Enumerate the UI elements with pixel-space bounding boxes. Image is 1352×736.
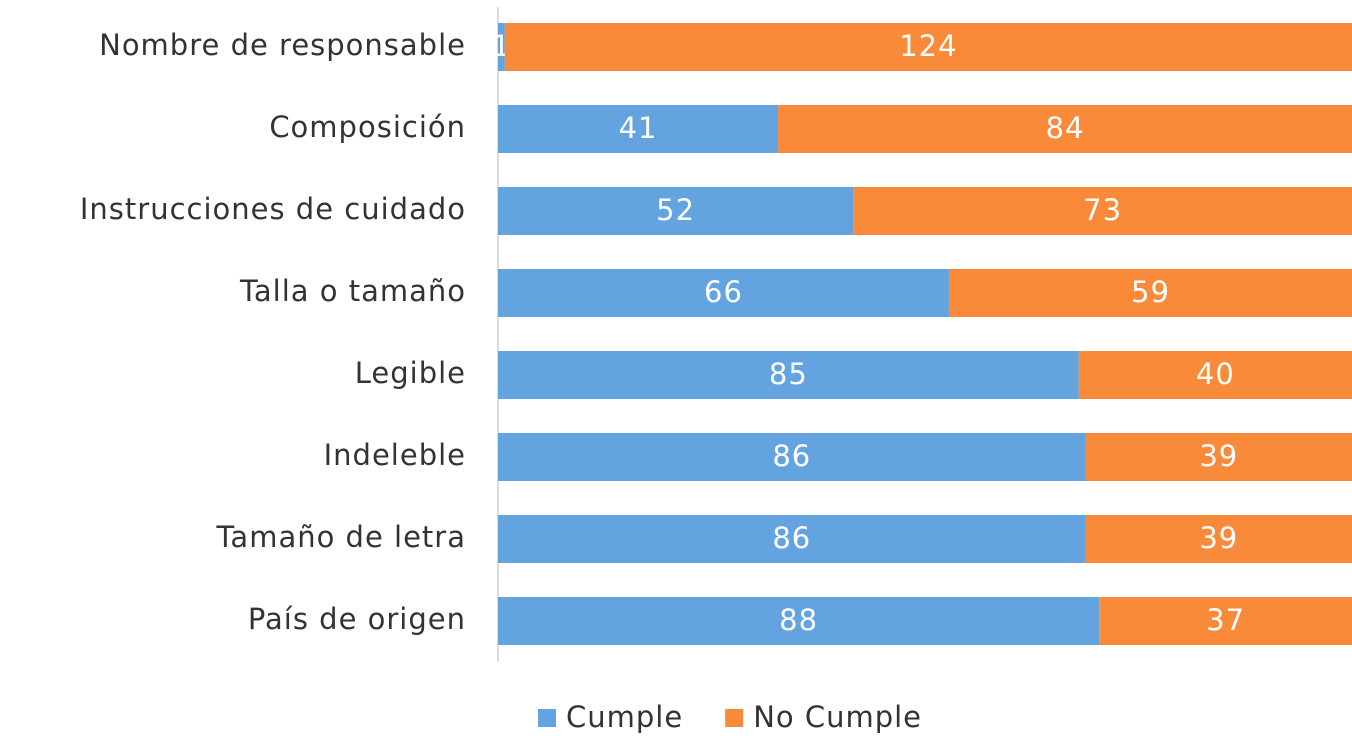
legend-swatch	[538, 709, 556, 727]
legend-label: No Cumple	[753, 700, 922, 734]
bar-segment	[1085, 515, 1352, 563]
legend-label: Cumple	[566, 700, 683, 734]
bar-segment	[498, 597, 1100, 645]
bar-segment	[1085, 433, 1352, 481]
bar-segment	[853, 187, 1352, 235]
data-label: 39	[1199, 521, 1238, 555]
bar-segment	[498, 433, 1086, 481]
bar-segment	[778, 105, 1352, 153]
bar-segment	[1099, 597, 1352, 645]
bar-segment	[498, 23, 505, 71]
data-label: 59	[1131, 275, 1170, 309]
category-label: País de origen	[248, 602, 466, 636]
data-label: 124	[899, 29, 957, 63]
category-label: Nombre de responsable	[99, 28, 466, 62]
bar-segment	[1078, 351, 1352, 399]
data-label: 88	[779, 603, 818, 637]
category-label: Indeleble	[324, 438, 466, 472]
bar-segment	[498, 269, 949, 317]
data-label: 40	[1196, 357, 1235, 391]
data-label: 86	[772, 439, 811, 473]
data-label: 41	[619, 111, 658, 145]
data-label: 84	[1046, 111, 1085, 145]
bar-segment	[504, 23, 1352, 71]
bar-segment	[498, 515, 1086, 563]
legend-swatch	[725, 709, 744, 727]
data-label: 73	[1083, 193, 1122, 227]
category-label: Tamaño de letra	[216, 520, 466, 554]
data-label: 85	[769, 357, 808, 391]
data-label: 86	[772, 521, 811, 555]
bar-segment	[498, 351, 1079, 399]
bar-segment	[948, 269, 1352, 317]
category-label: Composición	[269, 110, 466, 144]
data-label: 37	[1206, 603, 1245, 637]
bar-segment	[498, 105, 779, 153]
category-label: Talla o tamaño	[239, 274, 466, 308]
category-label: Instrucciones de cuidado	[80, 192, 466, 226]
bar-segment	[498, 187, 854, 235]
data-label: 39	[1199, 439, 1238, 473]
data-label: 52	[656, 193, 695, 227]
data-label: 66	[704, 275, 743, 309]
category-label: Legible	[355, 356, 466, 390]
